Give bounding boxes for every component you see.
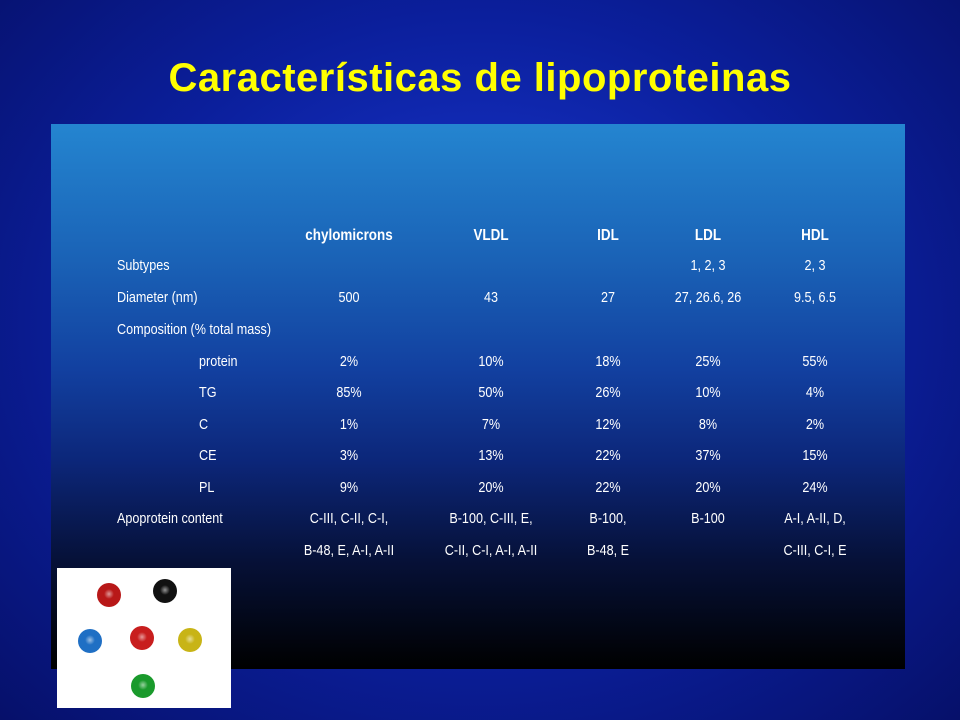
row-label: C xyxy=(199,416,209,433)
table-cell: 7% xyxy=(481,416,501,433)
table-cell: 2% xyxy=(805,416,825,433)
table-cell: 2% xyxy=(339,353,359,370)
table-cell: 10% xyxy=(478,353,504,370)
table-cell: 9.5, 6.5 xyxy=(793,289,837,306)
red-molecule-top xyxy=(97,583,121,607)
table-cell: 85% xyxy=(336,384,362,401)
green-molecule xyxy=(131,674,155,698)
table-cell: 15% xyxy=(802,447,828,464)
row-label: PL xyxy=(199,479,215,496)
table-cell: C-II, C-I, A-I, A-II xyxy=(444,542,538,559)
table-cell: 10% xyxy=(695,384,721,401)
table-cell: 25% xyxy=(695,353,721,370)
column-header: HDL xyxy=(801,227,829,244)
table-cell: B-48, E xyxy=(586,542,630,559)
table-cell: 20% xyxy=(478,479,504,496)
yellow-molecule xyxy=(178,628,202,652)
table-cell: B-100, C-III, E, xyxy=(449,510,533,527)
table-cell: B-100 xyxy=(691,510,725,527)
table-cell: 3% xyxy=(339,447,359,464)
table-cell: 2, 3 xyxy=(804,257,826,274)
row-label: Apoprotein content xyxy=(117,510,223,527)
lipoprotein-molecules-image xyxy=(57,568,231,708)
slide-title: Características de lipoproteinas xyxy=(168,56,792,100)
table-cell: 55% xyxy=(802,353,828,370)
table-cell: 24% xyxy=(802,479,828,496)
table-cell: B-48, E, A-I, A-II xyxy=(303,542,395,559)
red-molecule-center xyxy=(130,626,154,650)
row-label: CE xyxy=(199,447,217,464)
table-cell: 27 xyxy=(600,289,616,306)
row-label: Diameter (nm) xyxy=(117,289,198,306)
table-cell: A-I, A-II, D, xyxy=(784,510,846,527)
table-cell: 9% xyxy=(339,479,359,496)
table-cell: 18% xyxy=(595,353,621,370)
column-header: VLDL xyxy=(473,227,509,244)
table-cell: 4% xyxy=(805,384,825,401)
table-cell: 27, 26.6, 26 xyxy=(674,289,742,306)
row-label: Subtypes xyxy=(117,257,170,274)
table-cell: 50% xyxy=(478,384,504,401)
table-cell: B-100, xyxy=(589,510,627,527)
row-label: protein xyxy=(199,353,238,370)
table-cell: 13% xyxy=(478,447,504,464)
table-cell: 22% xyxy=(595,479,621,496)
table-cell: 12% xyxy=(595,416,621,433)
table-cell: 26% xyxy=(595,384,621,401)
table-cell: 8% xyxy=(698,416,718,433)
column-header: IDL xyxy=(597,227,619,244)
black-molecule xyxy=(153,579,177,603)
table-cell: 1, 2, 3 xyxy=(690,257,726,274)
table-cell: C-III, C-II, C-I, xyxy=(309,510,389,527)
blue-molecule xyxy=(78,629,102,653)
table-cell: 1% xyxy=(339,416,359,433)
row-label: Composition (% total mass) xyxy=(117,321,272,338)
table-cell: 37% xyxy=(695,447,721,464)
column-header: LDL xyxy=(694,227,722,244)
table-cell: 20% xyxy=(695,479,721,496)
table-cell: C-III, C-I, E xyxy=(783,542,847,559)
lipoprotein-table: chylomicrons VLDL IDL LDL HDL Subtypes 1, 2, 3… xyxy=(51,124,905,669)
table-cell: 22% xyxy=(595,447,621,464)
table-cell: 43 xyxy=(483,289,499,306)
row-label: TG xyxy=(199,384,217,401)
column-header: chylomicrons xyxy=(305,227,393,244)
table-cell: 500 xyxy=(338,289,360,306)
